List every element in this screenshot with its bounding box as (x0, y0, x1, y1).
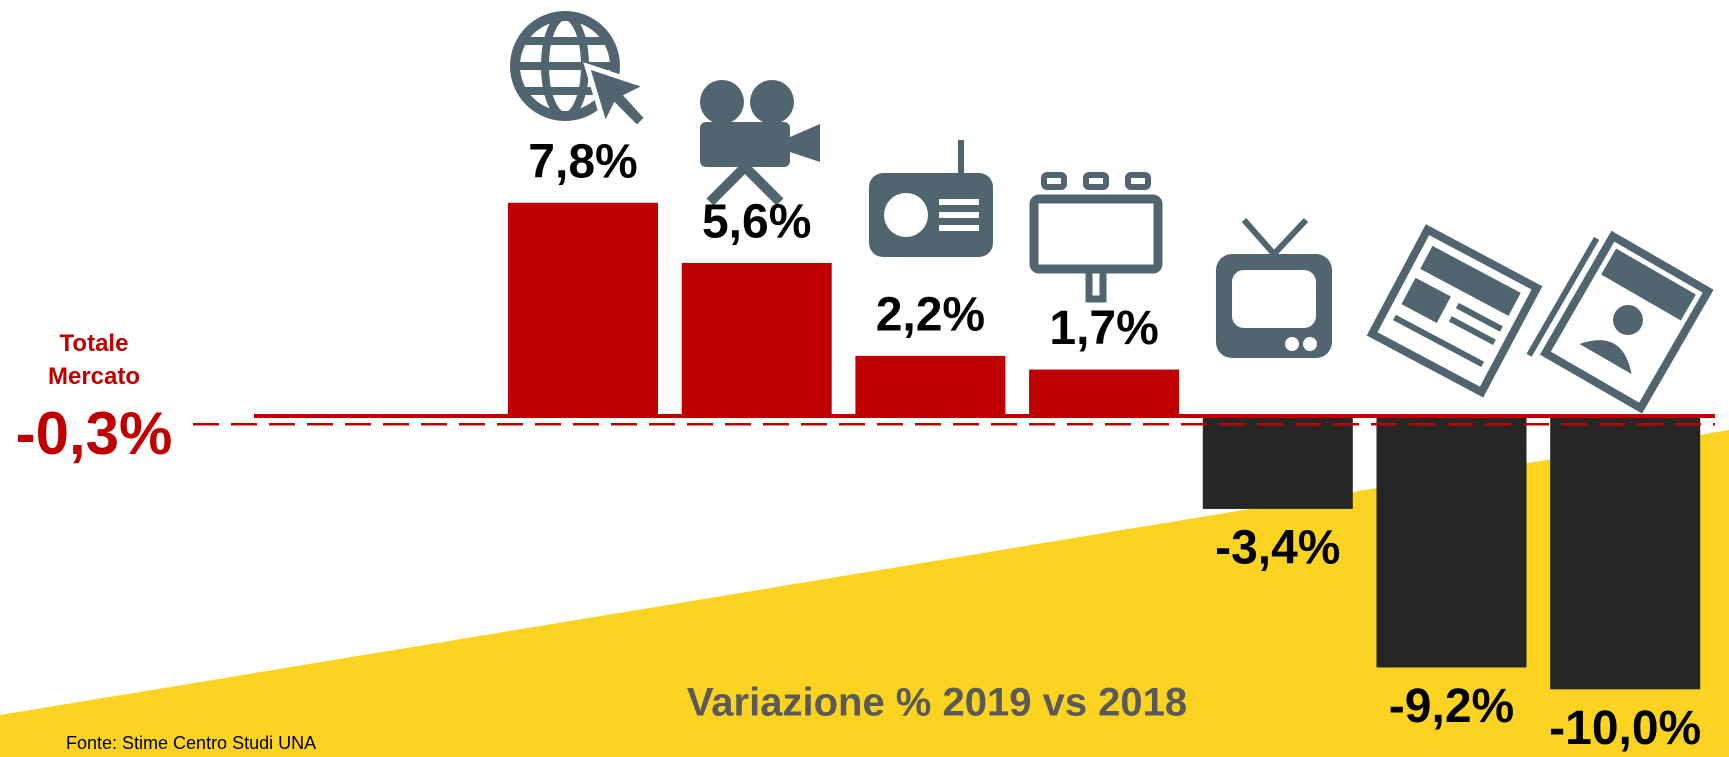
radio-icon (869, 140, 993, 257)
chart-title: Variazione % 2019 vs 2018 (687, 681, 1187, 725)
tv-icon (1216, 217, 1332, 358)
newspaper-icon (1366, 224, 1543, 398)
value-label: -3,4% (1215, 522, 1340, 575)
magazine-icon (1526, 230, 1714, 414)
value-label: -9,2% (1389, 680, 1514, 733)
bar (855, 355, 1006, 416)
billboard-icon (1029, 172, 1163, 303)
value-label: 1,7% (1049, 302, 1158, 355)
total-label: -0,3% (16, 400, 173, 467)
icons (510, 11, 1714, 414)
value-label: 7,8% (528, 135, 637, 188)
total-name-line: Totale (60, 330, 129, 357)
bar (1202, 416, 1353, 509)
value-label: -10,0% (1549, 702, 1701, 755)
value-label: 5,6% (702, 196, 811, 249)
total-name-line: Mercato (48, 363, 140, 390)
total-name: Totale Mercato (48, 330, 140, 390)
source: Fonte: Stime Centro Studi UNA (66, 733, 316, 753)
value-label: 2,2% (876, 289, 985, 342)
cinema-icon (700, 80, 820, 206)
background-band (0, 430, 1729, 757)
bar (508, 202, 658, 416)
bar (1029, 369, 1180, 416)
bar (1376, 416, 1527, 668)
bar (1550, 416, 1701, 690)
bar (681, 262, 832, 416)
internet-icon (510, 11, 654, 133)
